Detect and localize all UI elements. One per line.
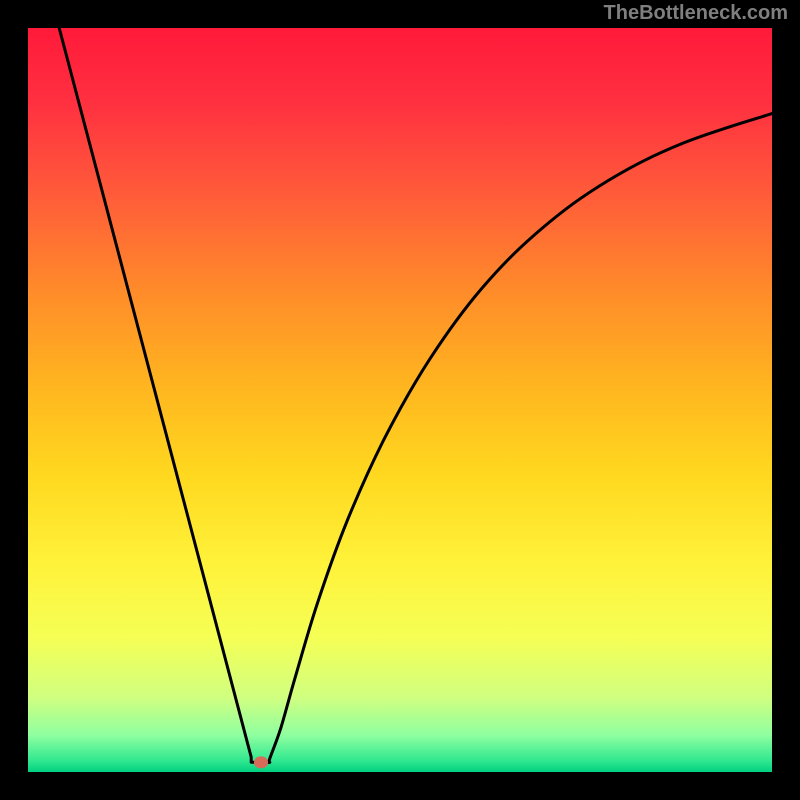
watermark-text: TheBottleneck.com bbox=[604, 2, 788, 25]
bottleneck-curve bbox=[59, 28, 772, 763]
curve-svg bbox=[28, 28, 772, 772]
plot-area bbox=[28, 28, 772, 772]
